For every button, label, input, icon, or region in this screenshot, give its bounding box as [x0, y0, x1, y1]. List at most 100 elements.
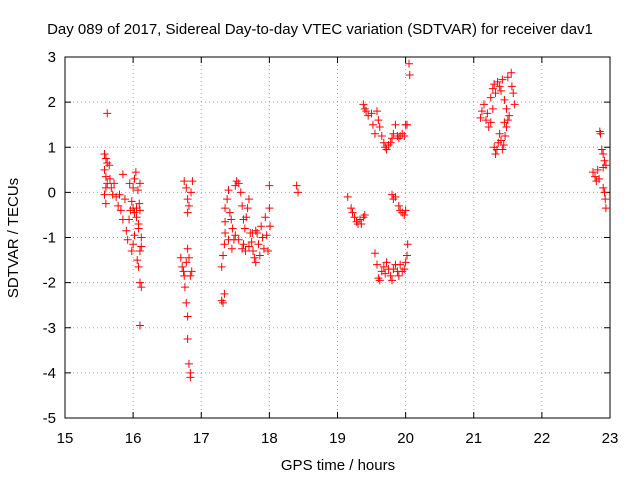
data-point — [133, 256, 142, 265]
data-point — [183, 335, 192, 344]
data-point — [103, 109, 112, 118]
data-point — [182, 258, 191, 267]
data-point — [601, 204, 610, 213]
data-point — [123, 235, 132, 244]
data-point — [500, 95, 509, 104]
data-point — [221, 204, 230, 213]
data-point — [183, 208, 192, 217]
data-point — [180, 177, 189, 186]
data-point — [125, 215, 134, 224]
data-point — [120, 195, 129, 204]
x-tick-label: 16 — [125, 430, 142, 447]
data-point — [133, 186, 142, 195]
data-point — [137, 233, 146, 242]
data-point — [187, 188, 196, 197]
data-point — [182, 183, 191, 192]
y-tick-label: 3 — [48, 49, 56, 66]
data-point — [134, 262, 143, 271]
data-point — [394, 271, 403, 280]
data-point — [386, 271, 395, 280]
data-point — [491, 89, 500, 98]
data-point — [176, 253, 185, 262]
data-point — [401, 258, 410, 267]
data-point — [486, 118, 495, 127]
data-point — [488, 84, 497, 93]
data-point — [225, 208, 234, 217]
data-point — [403, 240, 412, 249]
y-tick-label: 1 — [48, 139, 56, 156]
data-point — [402, 251, 411, 260]
data-point — [482, 116, 491, 125]
data-point — [244, 195, 253, 204]
data-point — [180, 283, 189, 292]
data-point — [247, 238, 256, 247]
data-point — [122, 226, 131, 235]
data-point — [355, 215, 364, 224]
data-point — [129, 183, 138, 192]
data-point — [129, 204, 138, 213]
data-point — [398, 267, 407, 276]
data-point — [135, 321, 144, 330]
data-point — [224, 235, 233, 244]
data-point — [389, 195, 398, 204]
data-point — [499, 140, 508, 149]
data-point — [375, 276, 384, 285]
data-point — [486, 93, 495, 102]
data-point — [370, 129, 379, 138]
data-point — [264, 247, 273, 256]
data-point — [258, 233, 267, 242]
data-point — [503, 73, 512, 82]
x-tick-labels: 15 16 17 18 19 20 21 22 23 — [57, 430, 619, 447]
data-point — [370, 249, 379, 258]
data-point — [105, 161, 114, 170]
data-point — [255, 251, 264, 260]
data-point — [384, 140, 393, 149]
data-point — [101, 199, 110, 208]
data-point — [243, 204, 252, 213]
y-tick-label: 0 — [48, 184, 56, 201]
data-point — [498, 75, 507, 84]
y-axis-label: SDTVAR / TECUs — [5, 178, 22, 298]
data-point — [350, 213, 359, 222]
data-point — [132, 213, 141, 222]
data-point — [497, 86, 505, 95]
data-point — [599, 150, 608, 159]
data-point — [135, 179, 144, 188]
data-point — [244, 242, 253, 251]
data-point — [112, 192, 121, 201]
data-point — [388, 190, 396, 199]
data-point — [502, 104, 511, 113]
data-point — [400, 131, 409, 140]
data-point — [377, 131, 386, 140]
data-point — [479, 100, 488, 109]
data-point — [231, 231, 240, 240]
data-point — [115, 190, 124, 199]
data-point — [108, 190, 117, 199]
x-tick-label: 18 — [261, 430, 278, 447]
data-point — [483, 109, 492, 118]
x-tick-label: 21 — [465, 430, 482, 447]
data-point — [178, 262, 187, 271]
data-point — [220, 289, 229, 298]
data-point — [597, 145, 606, 154]
data-point — [186, 271, 195, 280]
data-point — [389, 265, 398, 274]
data-point — [373, 260, 382, 269]
data-point — [373, 107, 382, 116]
data-point — [382, 145, 391, 154]
data-point — [510, 100, 519, 109]
data-point — [238, 201, 247, 210]
data-point — [488, 104, 497, 113]
x-tick-label: 17 — [193, 430, 210, 447]
data-point — [232, 177, 241, 186]
data-point — [509, 89, 518, 98]
data-point — [359, 100, 368, 109]
data-point — [601, 161, 610, 170]
data-point — [257, 222, 266, 231]
data-point — [228, 224, 237, 233]
data-point — [497, 136, 505, 145]
data-point — [187, 267, 196, 276]
data-point — [396, 260, 405, 269]
